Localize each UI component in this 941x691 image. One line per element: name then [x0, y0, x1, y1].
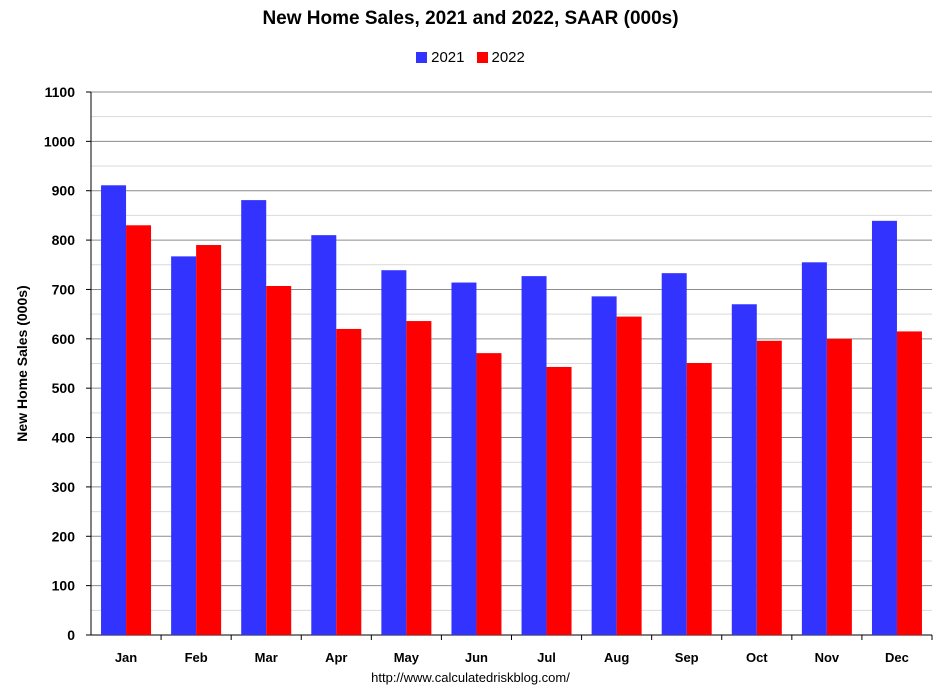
- y-tick-label: 300: [52, 479, 76, 495]
- x-tick-label: Mar: [255, 650, 278, 665]
- y-tick-label: 1100: [45, 84, 76, 100]
- bar-2022-aug: [616, 316, 642, 635]
- legend-item-2021: 2021: [416, 49, 465, 66]
- bar-2022-dec: [896, 331, 922, 635]
- legend-swatch-2021: [416, 52, 428, 63]
- x-tick-label: Jan: [115, 650, 137, 665]
- x-tick-label: Dec: [885, 650, 909, 665]
- legend-label-2021: 2021: [431, 49, 465, 66]
- x-tick-label: Apr: [325, 650, 347, 665]
- y-tick-label: 500: [52, 380, 76, 396]
- bar-2021-feb: [171, 256, 197, 635]
- bar-2022-feb: [196, 245, 222, 635]
- bar-2021-sep: [661, 273, 687, 635]
- x-tick-label: Jul: [537, 650, 556, 665]
- y-tick-label: 100: [52, 578, 76, 594]
- y-axis-label: New Home Sales (000s): [14, 285, 30, 441]
- x-tick-label: Sep: [675, 650, 699, 665]
- bar-2021-nov: [801, 262, 827, 635]
- bar-2021-oct: [731, 304, 757, 635]
- legend-swatch-2022: [476, 52, 488, 63]
- x-tick-label: Aug: [604, 650, 629, 665]
- y-tick-label: 400: [52, 430, 76, 446]
- legend-label-2022: 2022: [491, 49, 525, 66]
- y-tick-label: 1000: [44, 133, 75, 149]
- bar-2021-may: [381, 270, 407, 635]
- bar-2022-jan: [126, 225, 152, 636]
- chart-legend: 2021 2022: [0, 49, 941, 66]
- bar-2022-apr: [336, 328, 362, 635]
- chart-title: New Home Sales, 2021 and 2022, SAAR (000…: [262, 8, 679, 29]
- bar-2021-jan: [101, 185, 127, 635]
- x-tick-label: Oct: [746, 650, 768, 665]
- legend-item-2022: 2022: [476, 49, 525, 66]
- x-tick-label: May: [394, 650, 420, 665]
- x-tick-label: Jun: [465, 650, 488, 665]
- bar-2022-oct: [756, 340, 782, 635]
- bar-2022-jul: [546, 366, 572, 635]
- bar-2022-nov: [826, 338, 852, 635]
- bar-2021-jun: [451, 282, 477, 635]
- source-url: http://www.calculatedriskblog.com/: [371, 670, 570, 685]
- bar-2021-mar: [241, 200, 267, 635]
- bar-2022-mar: [266, 285, 292, 635]
- bar-2022-sep: [686, 363, 712, 635]
- y-tick-label: 200: [52, 528, 76, 544]
- y-tick-label: 700: [52, 281, 76, 297]
- bar-2021-aug: [591, 296, 617, 635]
- y-tick-label: 600: [52, 331, 76, 347]
- bar-2021-jul: [521, 276, 547, 635]
- y-tick-label: 0: [67, 627, 75, 643]
- x-tick-label: Nov: [815, 650, 840, 665]
- bar-2021-dec: [871, 220, 897, 635]
- x-tick-label: Feb: [185, 650, 208, 665]
- bar-2021-apr: [311, 235, 337, 635]
- y-tick-label: 800: [52, 232, 76, 248]
- bar-2022-jun: [476, 353, 502, 635]
- y-tick-label: 900: [52, 183, 76, 199]
- bar-2022-may: [406, 321, 432, 635]
